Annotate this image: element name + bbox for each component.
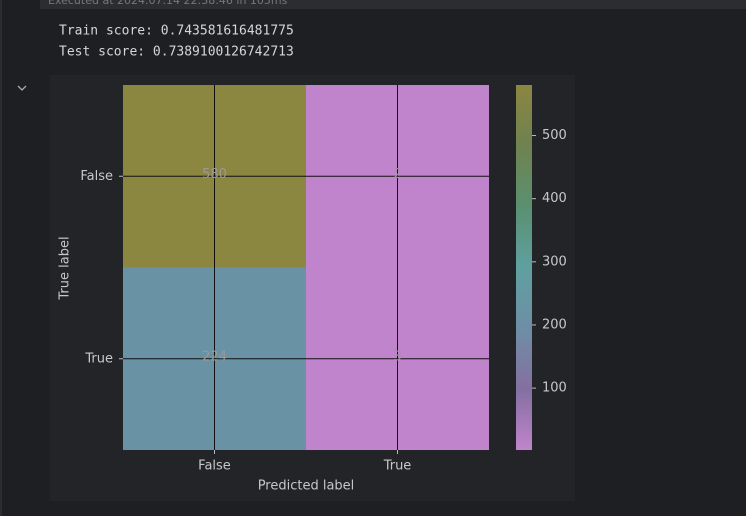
- collapse-toggle[interactable]: [17, 85, 27, 91]
- output-line: Train score: 0.743581616481775: [59, 24, 294, 39]
- x-axis-label: Predicted label: [258, 479, 355, 494]
- x-tick-label: False: [198, 459, 231, 474]
- cell-label: 2: [393, 167, 401, 182]
- colorbar-tick-label: 200: [542, 317, 567, 332]
- gutter: [0, 0, 2, 516]
- colorbar-tick-label: 400: [542, 191, 567, 206]
- cell-label: 580: [202, 167, 227, 182]
- execution-info: Executed at 2024.07.14 22:38:46 in 105ms: [48, 0, 288, 7]
- cell-label: 3: [393, 349, 401, 364]
- colorbar-tick-label: 300: [542, 254, 567, 269]
- output-line: Test score: 0.7389100126742713: [59, 45, 294, 60]
- y-tick-label: False: [80, 169, 113, 184]
- colorbar-tick-label: 500: [542, 128, 567, 143]
- colorbar-tick-label: 100: [542, 381, 567, 396]
- cell-status-bar: [40, 0, 746, 9]
- y-axis-label: True label: [58, 236, 73, 300]
- y-tick-label: True: [84, 351, 113, 366]
- cell-label: 224: [202, 349, 227, 364]
- colorbar: [516, 85, 532, 450]
- x-tick-label: True: [383, 459, 412, 474]
